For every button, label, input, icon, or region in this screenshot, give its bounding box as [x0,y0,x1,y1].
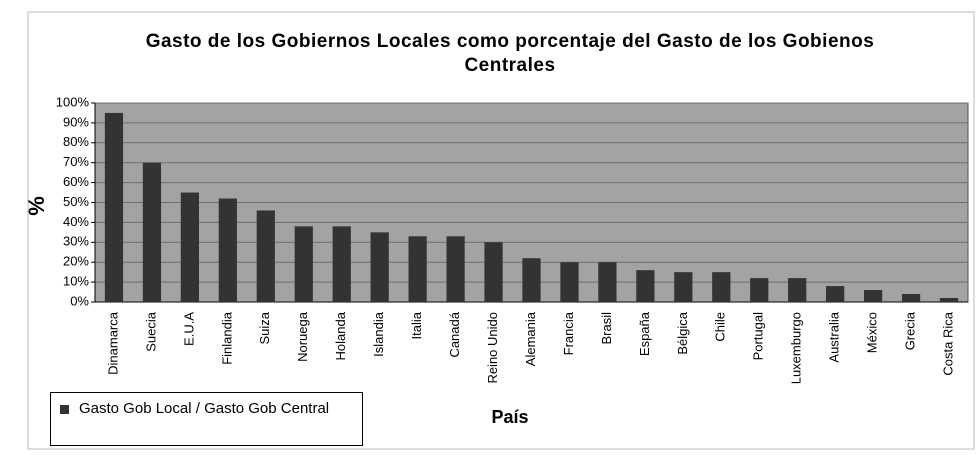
x-tick-label: Holanda [333,311,348,360]
y-axis-title: % [24,196,49,216]
bar [826,286,845,302]
bar [750,278,769,302]
y-tick-label: 10% [63,274,89,289]
bar [256,210,275,302]
bar [332,226,351,302]
bar [484,242,503,302]
x-tick-label: Australia [827,311,842,362]
x-tick-label: Dinamarca [105,311,120,375]
x-tick-label: Canadá [447,311,462,357]
y-tick-label: 30% [63,234,89,249]
y-tick-label: 40% [63,214,89,229]
x-tick-label: Brasil [599,312,614,345]
y-tick-label: 20% [63,254,89,269]
bar [901,294,921,302]
x-tick-label: Portugal [751,312,766,361]
bar [939,298,959,302]
x-tick-label: Suiza [257,311,272,344]
x-tick-label: Islandia [371,311,386,357]
bar [598,262,617,302]
bar [788,278,807,302]
x-tick-label: Italia [409,311,424,339]
x-tick-label: Grecia [903,311,918,350]
bar [218,198,237,302]
y-tick-label: 90% [63,114,89,129]
x-tick-label: México [865,312,880,353]
y-tick-label: 80% [63,134,89,149]
x-tick-label: Suecia [143,311,158,352]
x-tick-label: Bélgica [675,311,690,354]
bar [863,290,883,302]
bar [408,236,427,302]
legend-swatch [60,405,69,414]
x-tick-label: Alemania [523,311,538,366]
bar [636,270,655,302]
y-tick-label: 0% [70,293,89,308]
bar [370,232,389,302]
x-tick-label: Chile [713,312,728,342]
x-tick-label: España [637,311,652,356]
bar [180,192,200,302]
chart-title: Gasto de los Gobiernos Locales como porc… [145,31,875,76]
y-tick-label: 50% [63,194,89,209]
bar [560,262,579,302]
bar [674,272,693,302]
x-tick-label: Finlandia [219,311,234,365]
bar [712,272,731,302]
y-tick-label: 60% [63,174,89,189]
bar [446,236,465,302]
bar [104,112,124,302]
x-tick-label: Francia [561,311,576,355]
y-tick-label: 70% [63,154,89,169]
legend: Gasto Gob Local / Gasto Gob Central [50,392,363,446]
x-tick-label: Reino Unido [485,312,500,384]
x-axis-title: País [491,407,528,427]
bar [142,162,162,302]
x-tick-label: Costa Rica [940,311,955,375]
x-tick-label: Luxemburgo [789,312,804,384]
bar [522,258,541,302]
y-tick-label: 100% [56,94,90,109]
bar [294,226,313,302]
x-tick-label: E.U.A [181,312,196,346]
legend-label: Gasto Gob Local / Gasto Gob Central [79,400,330,417]
x-tick-label: Noruega [295,311,310,362]
